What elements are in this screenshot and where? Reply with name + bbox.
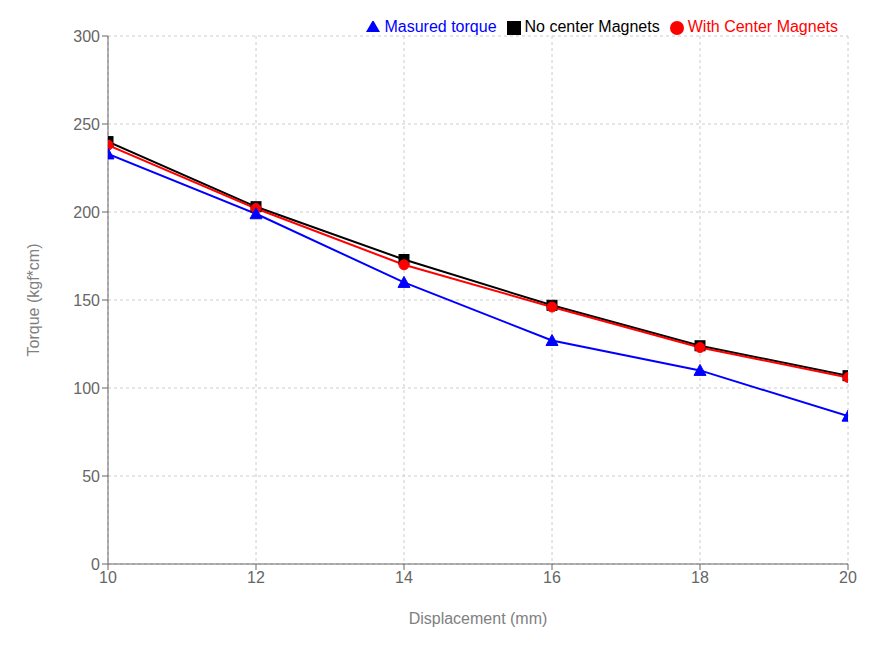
html-text:No center Magnets: No center Magnets — [524, 18, 660, 35]
svg-text:16: 16 — [543, 569, 561, 586]
svg-text:Torque (kgf*cm): Torque (kgf*cm) — [25, 244, 42, 357]
svg-text:200: 200 — [73, 204, 100, 221]
svg-text:Displacement (mm): Displacement (mm) — [409, 610, 548, 627]
svg-text:100: 100 — [73, 380, 100, 397]
svg-text:20: 20 — [839, 569, 857, 586]
svg-text:300: 300 — [73, 28, 100, 45]
svg-text:10: 10 — [99, 569, 117, 586]
svg-text:250: 250 — [73, 116, 100, 133]
svg-text:12: 12 — [247, 569, 265, 586]
svg-text:0: 0 — [91, 556, 100, 573]
html-text:With Center Magnets: With Center Magnets — [687, 18, 838, 35]
svg-text:14: 14 — [395, 569, 413, 586]
svg-text:50: 50 — [82, 468, 100, 485]
svg-text:18: 18 — [691, 569, 709, 586]
html-text:Masured torque: Masured torque — [384, 18, 497, 35]
svg-text:150: 150 — [73, 292, 100, 309]
